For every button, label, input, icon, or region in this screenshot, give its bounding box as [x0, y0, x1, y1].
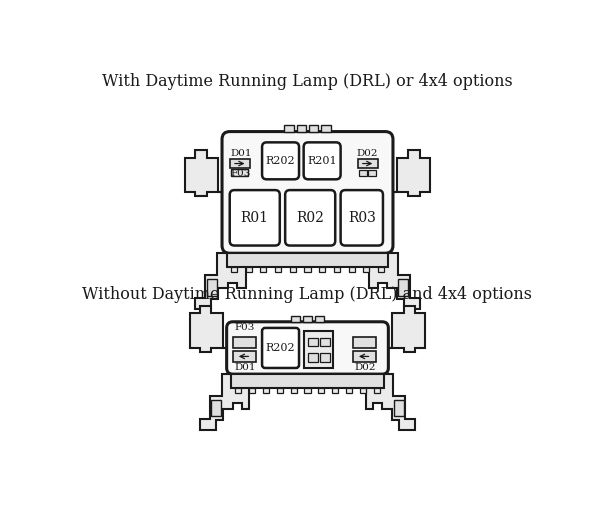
Bar — [349, 267, 355, 272]
Bar — [249, 388, 255, 393]
Bar — [263, 388, 269, 393]
Bar — [319, 267, 325, 272]
Polygon shape — [195, 253, 246, 309]
Bar — [308, 338, 317, 346]
Polygon shape — [190, 306, 227, 352]
Text: D01: D01 — [235, 363, 256, 372]
FancyBboxPatch shape — [262, 328, 299, 368]
Bar — [260, 267, 266, 272]
Bar — [346, 388, 352, 393]
Bar — [308, 353, 317, 362]
Text: Without Daytime Running Lamp (DRL) and 4x4 options: Without Daytime Running Lamp (DRL) and 4… — [83, 286, 533, 303]
Bar — [304, 267, 311, 272]
Bar — [358, 159, 377, 168]
Bar — [233, 337, 256, 348]
FancyBboxPatch shape — [222, 132, 393, 253]
Text: R02: R02 — [296, 211, 324, 225]
Bar — [394, 400, 404, 416]
Bar — [231, 169, 248, 176]
Bar — [374, 388, 380, 393]
FancyBboxPatch shape — [304, 142, 341, 180]
Bar — [235, 388, 241, 393]
Bar — [245, 267, 252, 272]
Polygon shape — [369, 253, 420, 309]
Polygon shape — [366, 374, 415, 430]
Bar — [284, 126, 293, 132]
Bar — [230, 159, 250, 168]
Bar — [275, 267, 281, 272]
FancyBboxPatch shape — [285, 190, 335, 245]
Bar — [304, 331, 333, 368]
Bar — [353, 337, 376, 348]
Bar — [320, 338, 330, 346]
Text: R202: R202 — [266, 156, 295, 166]
Text: R201: R201 — [307, 156, 337, 166]
Bar — [320, 353, 330, 362]
Bar — [303, 316, 312, 322]
Text: D02: D02 — [356, 149, 377, 158]
Polygon shape — [388, 306, 425, 352]
Text: R202: R202 — [266, 343, 295, 353]
FancyBboxPatch shape — [227, 322, 388, 374]
Polygon shape — [200, 374, 249, 430]
Bar — [290, 267, 296, 272]
Polygon shape — [393, 150, 430, 196]
Bar — [315, 316, 325, 322]
Text: With Daytime Running Lamp (DRL) or 4x4 options: With Daytime Running Lamp (DRL) or 4x4 o… — [102, 73, 513, 90]
Bar — [368, 170, 376, 176]
Bar — [304, 388, 311, 393]
Bar — [359, 170, 367, 176]
Text: F03: F03 — [235, 323, 255, 332]
Text: F03: F03 — [230, 169, 251, 178]
Bar — [206, 279, 217, 296]
Bar — [290, 388, 297, 393]
Bar — [353, 351, 376, 362]
Bar — [318, 388, 325, 393]
Bar — [211, 400, 221, 416]
Bar — [231, 267, 237, 272]
Text: R01: R01 — [241, 211, 269, 225]
FancyBboxPatch shape — [230, 190, 280, 245]
Bar — [309, 126, 318, 132]
Bar — [332, 388, 338, 393]
FancyBboxPatch shape — [262, 142, 299, 180]
Bar — [277, 388, 283, 393]
Bar — [360, 388, 366, 393]
Polygon shape — [185, 150, 222, 196]
Bar — [231, 374, 384, 388]
Bar — [378, 267, 384, 272]
Bar — [363, 267, 370, 272]
Bar — [290, 316, 300, 322]
Bar — [398, 279, 409, 296]
Bar — [334, 267, 340, 272]
Text: D02: D02 — [355, 363, 376, 372]
FancyBboxPatch shape — [341, 190, 383, 245]
Text: R03: R03 — [348, 211, 376, 225]
Bar — [297, 126, 306, 132]
Bar — [233, 351, 256, 362]
Text: D01: D01 — [230, 149, 252, 158]
Bar — [227, 253, 388, 267]
Bar — [322, 126, 331, 132]
